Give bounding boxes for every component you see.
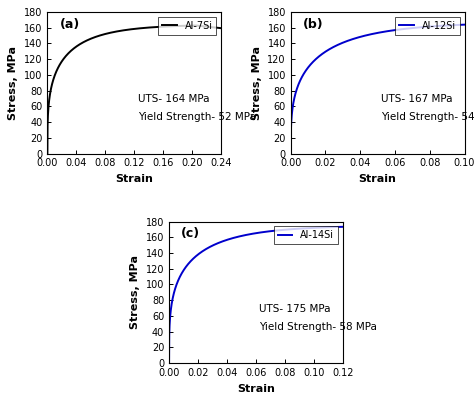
- Al-14Si: [285, 227, 291, 232]
- Al-7Si: [45, 151, 50, 156]
- Al-12Si: [358, 34, 364, 39]
- Al-12Si: [288, 151, 293, 156]
- Al-7Si: [121, 28, 127, 33]
- Text: Yield Strength- 54 MPa: Yield Strength- 54 MPa: [381, 113, 474, 122]
- Al-7Si: [62, 55, 68, 59]
- X-axis label: Strain: Strain: [115, 174, 153, 184]
- Al-14Si: [340, 224, 346, 229]
- Text: UTS- 164 MPa: UTS- 164 MPa: [138, 94, 210, 104]
- Al-7Si: [115, 29, 120, 34]
- Legend: Al-14Si: Al-14Si: [274, 226, 338, 244]
- Al-14Si: [243, 233, 248, 237]
- Al-7Si: [183, 23, 189, 28]
- Al-14Si: [166, 361, 172, 365]
- Legend: Al-12Si: Al-12Si: [395, 17, 460, 35]
- Line: Al-14Si: Al-14Si: [169, 227, 343, 363]
- Text: UTS- 167 MPa: UTS- 167 MPa: [381, 94, 453, 104]
- Text: (c): (c): [181, 227, 201, 240]
- Al-14Si: [305, 226, 310, 231]
- X-axis label: Strain: Strain: [359, 174, 397, 184]
- X-axis label: Strain: Strain: [237, 383, 275, 393]
- Line: Al-7Si: Al-7Si: [47, 26, 221, 154]
- Y-axis label: Stress, MPa: Stress, MPa: [130, 255, 140, 329]
- Al-14Si: [302, 226, 308, 231]
- Text: Yield Strength- 58 MPa: Yield Strength- 58 MPa: [259, 322, 377, 332]
- Al-7Si: [180, 24, 186, 28]
- Al-12Si: [423, 24, 429, 29]
- Al-14Si: [237, 234, 242, 239]
- Al-12Si: [407, 26, 413, 31]
- Al-7Si: [219, 26, 224, 31]
- Al-12Si: [306, 65, 311, 69]
- Legend: Al-7Si: Al-7Si: [158, 17, 216, 35]
- Al-12Si: [427, 24, 432, 29]
- Text: Yield Strength- 52 MPa: Yield Strength- 52 MPa: [138, 113, 255, 122]
- Line: Al-12Si: Al-12Si: [291, 25, 465, 154]
- Text: (a): (a): [60, 18, 80, 31]
- Y-axis label: Stress, MPa: Stress, MPa: [252, 46, 262, 120]
- Al-14Si: [184, 263, 190, 268]
- Al-12Si: [462, 22, 467, 27]
- Text: UTS- 175 MPa: UTS- 175 MPa: [259, 304, 331, 314]
- Al-12Si: [365, 33, 370, 38]
- Y-axis label: Stress, MPa: Stress, MPa: [9, 46, 18, 120]
- Text: (b): (b): [303, 18, 324, 31]
- Al-7Si: [164, 24, 170, 29]
- Al-7Si: [193, 23, 199, 28]
